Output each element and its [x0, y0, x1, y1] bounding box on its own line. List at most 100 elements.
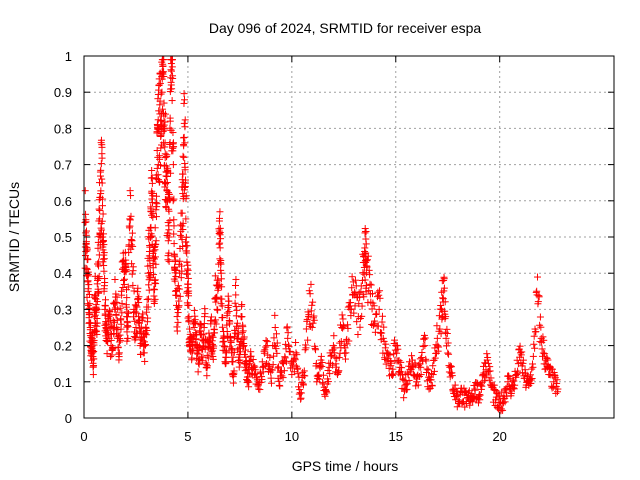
data-point — [99, 195, 107, 203]
y-tick-label: 0.8 — [54, 121, 72, 136]
data-point — [398, 364, 406, 372]
data-point — [181, 166, 189, 174]
data-point — [499, 399, 507, 407]
data-point — [519, 356, 527, 364]
data-point — [219, 313, 227, 321]
data-point — [84, 277, 92, 285]
data-point — [183, 249, 191, 257]
data-point — [112, 311, 120, 319]
data-point — [323, 389, 331, 397]
data-point — [127, 212, 135, 220]
data-point — [103, 350, 111, 358]
data-point — [216, 239, 224, 247]
data-point — [165, 207, 173, 215]
data-point — [272, 330, 280, 338]
data-point — [99, 210, 107, 218]
data-point — [229, 371, 237, 379]
data-point — [98, 202, 106, 210]
data-point — [308, 323, 316, 331]
data-point — [292, 339, 300, 347]
data-point — [408, 352, 416, 360]
data-point — [134, 312, 142, 320]
data-point — [487, 374, 495, 382]
axis-ticks — [83, 55, 614, 419]
data-point — [121, 267, 129, 275]
data-point — [151, 295, 159, 303]
data-point — [227, 339, 235, 347]
data-point — [405, 376, 413, 384]
data-point — [229, 379, 237, 387]
data-point — [135, 293, 143, 301]
data-point — [341, 355, 349, 363]
data-point — [127, 192, 135, 200]
data-point — [216, 244, 224, 252]
data-point — [97, 166, 105, 174]
data-point — [388, 371, 396, 379]
data-point — [232, 282, 240, 290]
data-point — [180, 96, 188, 104]
data-point — [165, 226, 173, 234]
data-point — [115, 353, 123, 361]
y-tick-label: 0.4 — [54, 266, 72, 281]
data-point — [491, 386, 499, 394]
data-point — [497, 405, 505, 413]
data-point — [90, 362, 98, 370]
data-point — [148, 232, 156, 240]
data-point — [170, 222, 178, 230]
data-point — [275, 363, 283, 371]
data-point — [377, 336, 385, 344]
data-point — [179, 242, 187, 250]
data-point — [211, 329, 219, 337]
data-point — [203, 362, 211, 370]
data-point — [113, 293, 121, 301]
data-point — [317, 352, 325, 360]
data-point — [348, 284, 356, 292]
data-point — [148, 179, 156, 187]
data-point — [168, 67, 176, 75]
data-point — [179, 152, 187, 160]
data-point — [415, 363, 423, 371]
data-point — [421, 334, 429, 342]
data-point — [153, 200, 161, 208]
data-point — [145, 235, 153, 243]
data-point — [389, 370, 397, 378]
y-tick-label: 0.3 — [54, 302, 72, 317]
data-point — [548, 365, 556, 373]
data-point — [112, 290, 120, 298]
data-point — [86, 300, 94, 308]
data-point — [319, 371, 327, 379]
x-axis-title: GPS time / hours — [292, 458, 399, 474]
data-point — [437, 302, 445, 310]
data-point — [335, 354, 343, 362]
data-point — [104, 337, 112, 345]
data-point — [293, 351, 301, 359]
data-point — [235, 330, 243, 338]
data-point — [178, 236, 186, 244]
data-point — [358, 302, 366, 310]
data-point — [180, 99, 188, 107]
data-point — [86, 291, 94, 299]
data-point — [237, 313, 245, 321]
data-point — [375, 305, 383, 313]
data-point — [511, 381, 519, 389]
data-point — [364, 252, 372, 260]
data-point — [139, 349, 147, 357]
data-point — [207, 313, 215, 321]
data-point — [513, 371, 521, 379]
data-point — [98, 143, 106, 151]
data-point — [366, 280, 374, 288]
data-point — [428, 382, 436, 390]
data-point — [480, 377, 488, 385]
data-point — [345, 337, 353, 345]
data-point — [161, 126, 169, 134]
data-point — [153, 192, 161, 200]
data-point — [180, 153, 188, 161]
data-point — [181, 116, 189, 124]
data-point — [484, 353, 492, 361]
data-point — [218, 323, 226, 331]
data-point — [397, 358, 405, 366]
data-point — [149, 210, 157, 218]
data-point — [217, 266, 225, 274]
data-point — [539, 349, 547, 357]
data-point — [89, 338, 97, 346]
